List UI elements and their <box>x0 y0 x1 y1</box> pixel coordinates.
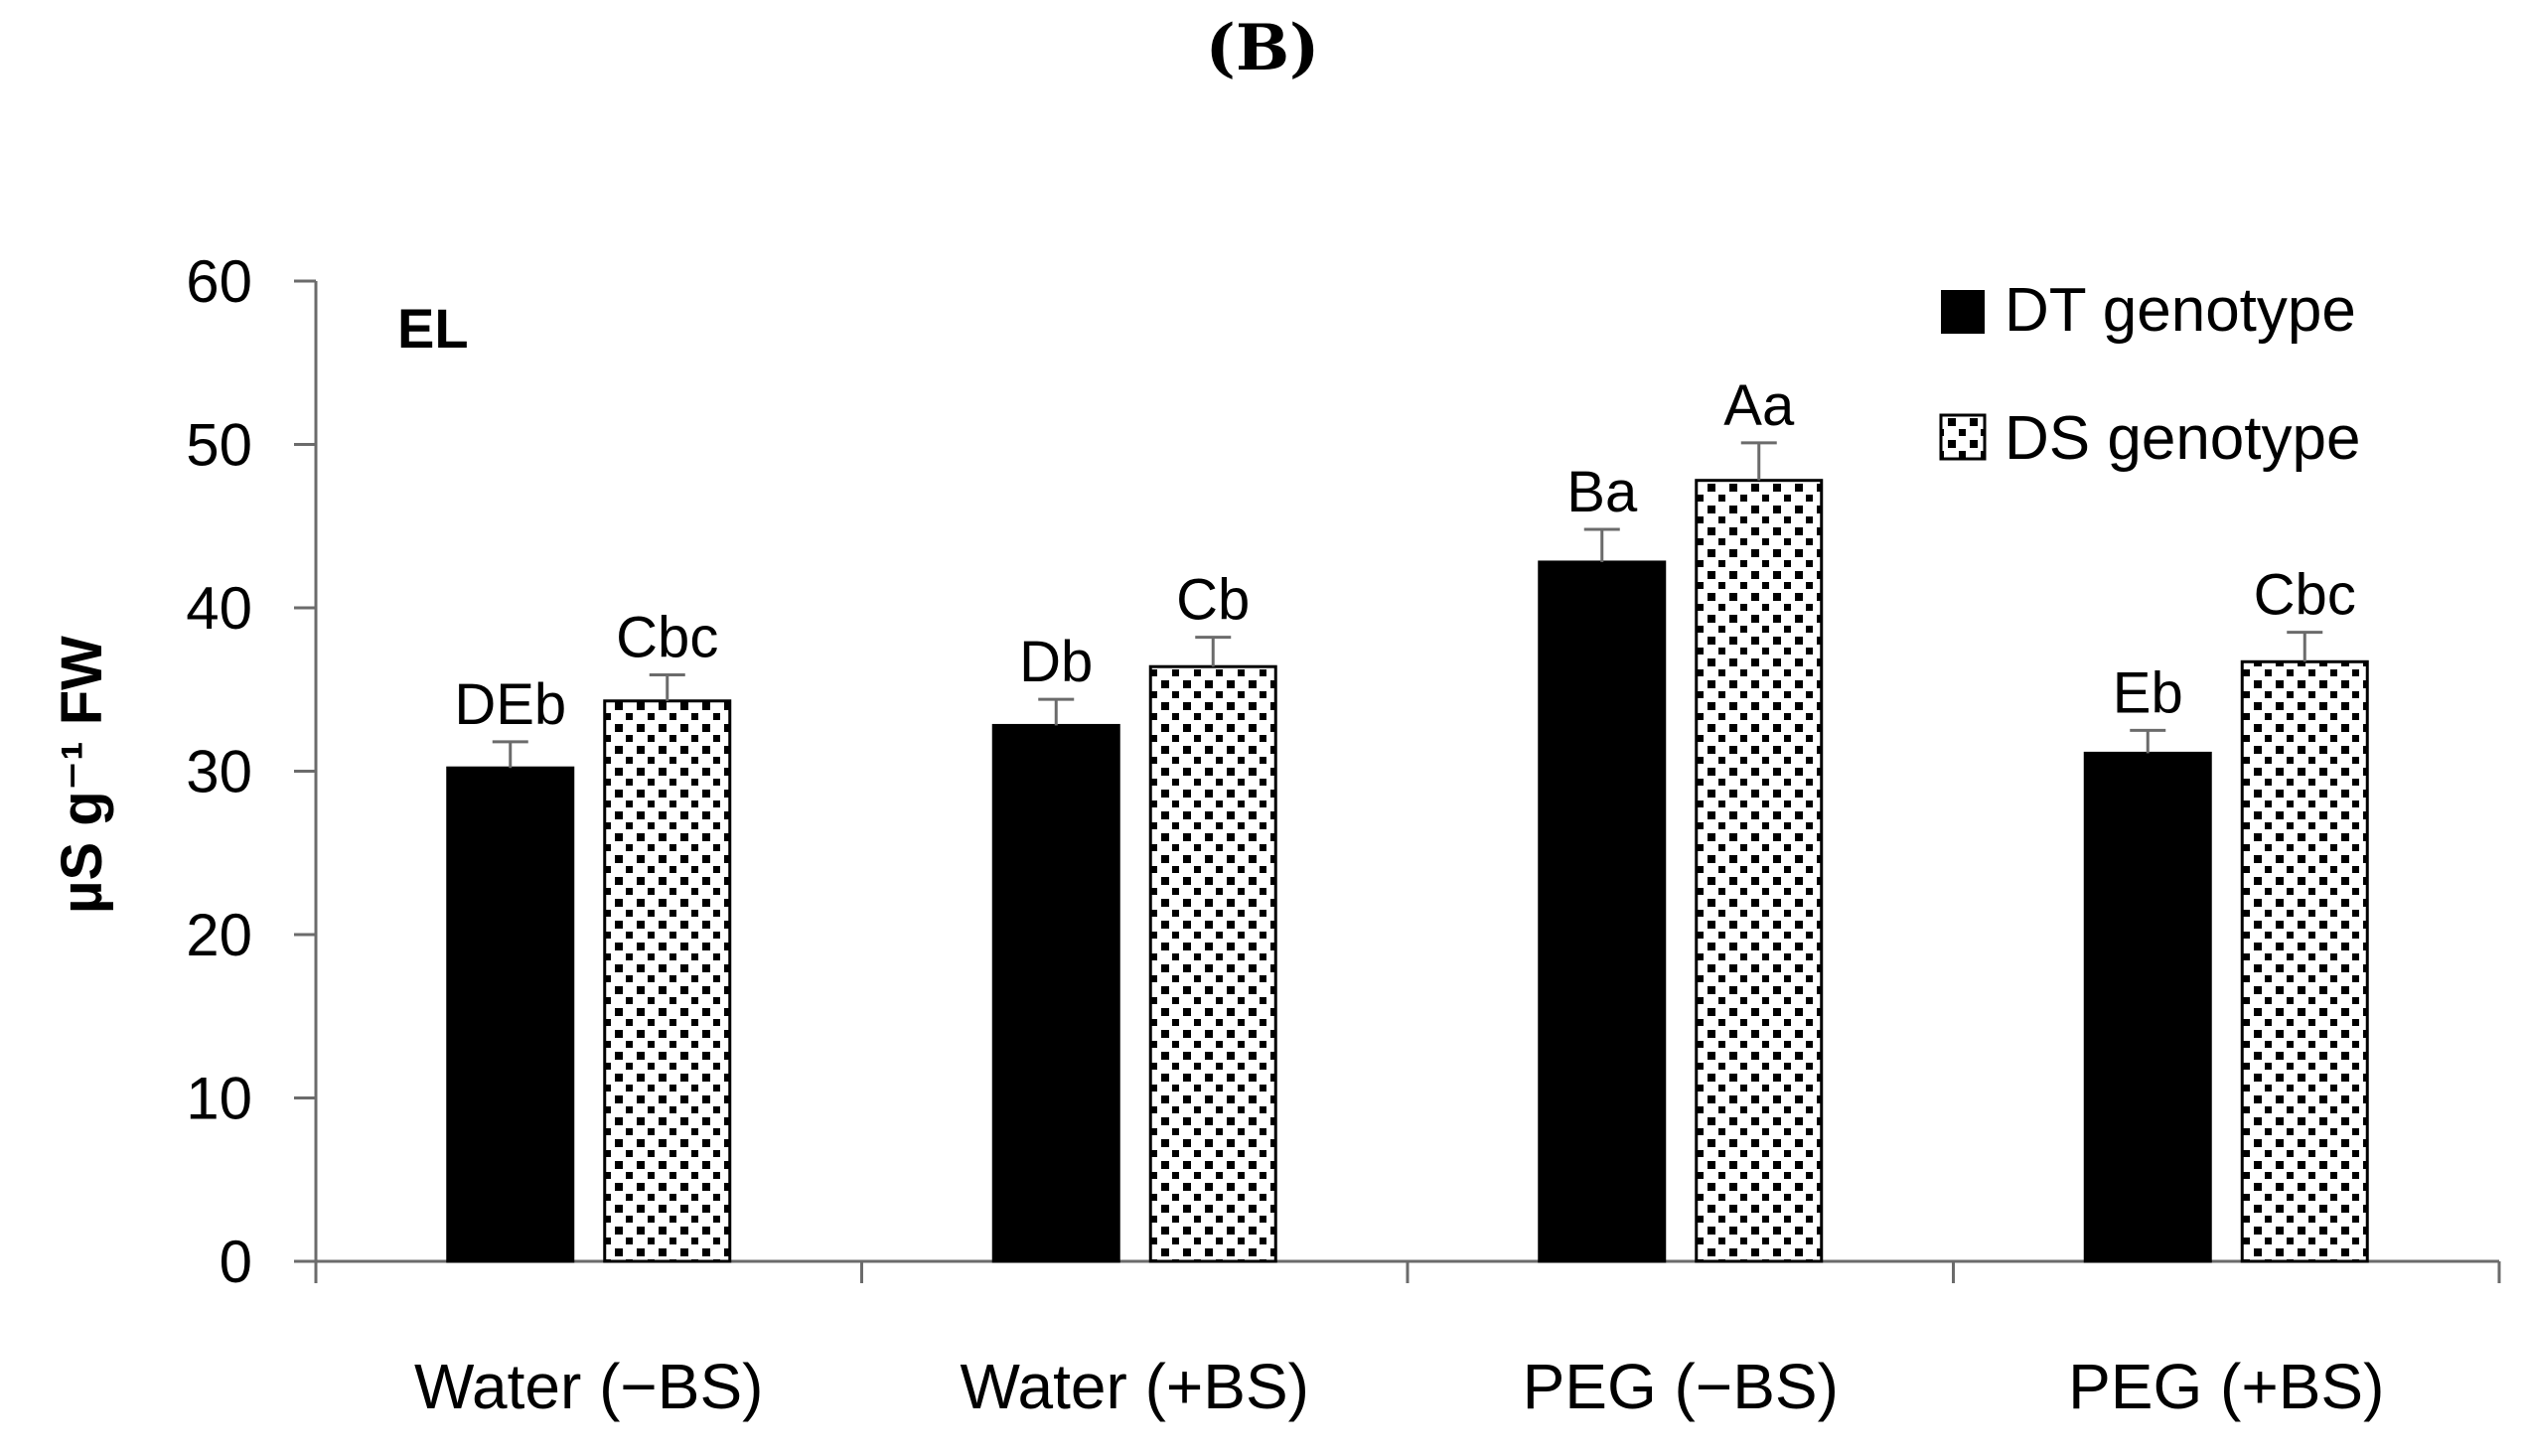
significance-letter: Db <box>1019 630 1093 694</box>
y-tick-label: 0 <box>220 1229 252 1295</box>
bar-dt <box>1538 560 1667 1263</box>
y-tick-label: 60 <box>186 248 252 315</box>
significance-letter: Cbc <box>2254 563 2356 628</box>
bar-dt <box>2083 751 2212 1263</box>
significance-letter: Cbc <box>616 605 718 669</box>
significance-letter: Eb <box>2113 660 2183 725</box>
significance-letter: Aa <box>1723 373 1795 438</box>
bar-dt <box>446 766 575 1263</box>
y-tick-label: 50 <box>186 412 252 479</box>
x-category-label: PEG (−BS) <box>1523 1351 1839 1422</box>
bar-ds <box>603 699 732 1263</box>
chart-inner-title: EL <box>397 297 469 360</box>
y-tick-label: 10 <box>186 1066 252 1132</box>
significance-letter: DEb <box>454 672 566 737</box>
bar-ds <box>2240 659 2369 1263</box>
plot-area: 0 10 20 30 40 50 60 Water (−BS) Water (+BS) PEG (… <box>186 248 2501 1422</box>
y-axis-label: µS g⁻¹ FW <box>50 636 114 914</box>
x-category-label: Water (−BS) <box>414 1351 763 1422</box>
y-tick-label: 40 <box>186 575 252 642</box>
bar-ds <box>1148 664 1277 1263</box>
legend-swatch-dt <box>1941 290 1985 334</box>
legend-label-ds: DS genotype <box>2005 404 2360 473</box>
legend-swatch-ds <box>1939 413 1987 461</box>
panel-label: (B) <box>1206 11 1320 85</box>
legend: DT genotype DS genotype <box>1939 276 2360 473</box>
y-tick-label: 30 <box>186 739 252 805</box>
significance-letter: Ba <box>1566 460 1638 524</box>
x-category-label: Water (+BS) <box>961 1351 1309 1422</box>
x-category-label: PEG (+BS) <box>2068 1351 2384 1422</box>
bar-dt <box>991 723 1120 1263</box>
bar-ds <box>1695 479 1824 1263</box>
legend-label-dt: DT genotype <box>2005 276 2356 345</box>
y-tick-label: 20 <box>186 902 252 968</box>
significance-letter: Cb <box>1176 568 1250 633</box>
